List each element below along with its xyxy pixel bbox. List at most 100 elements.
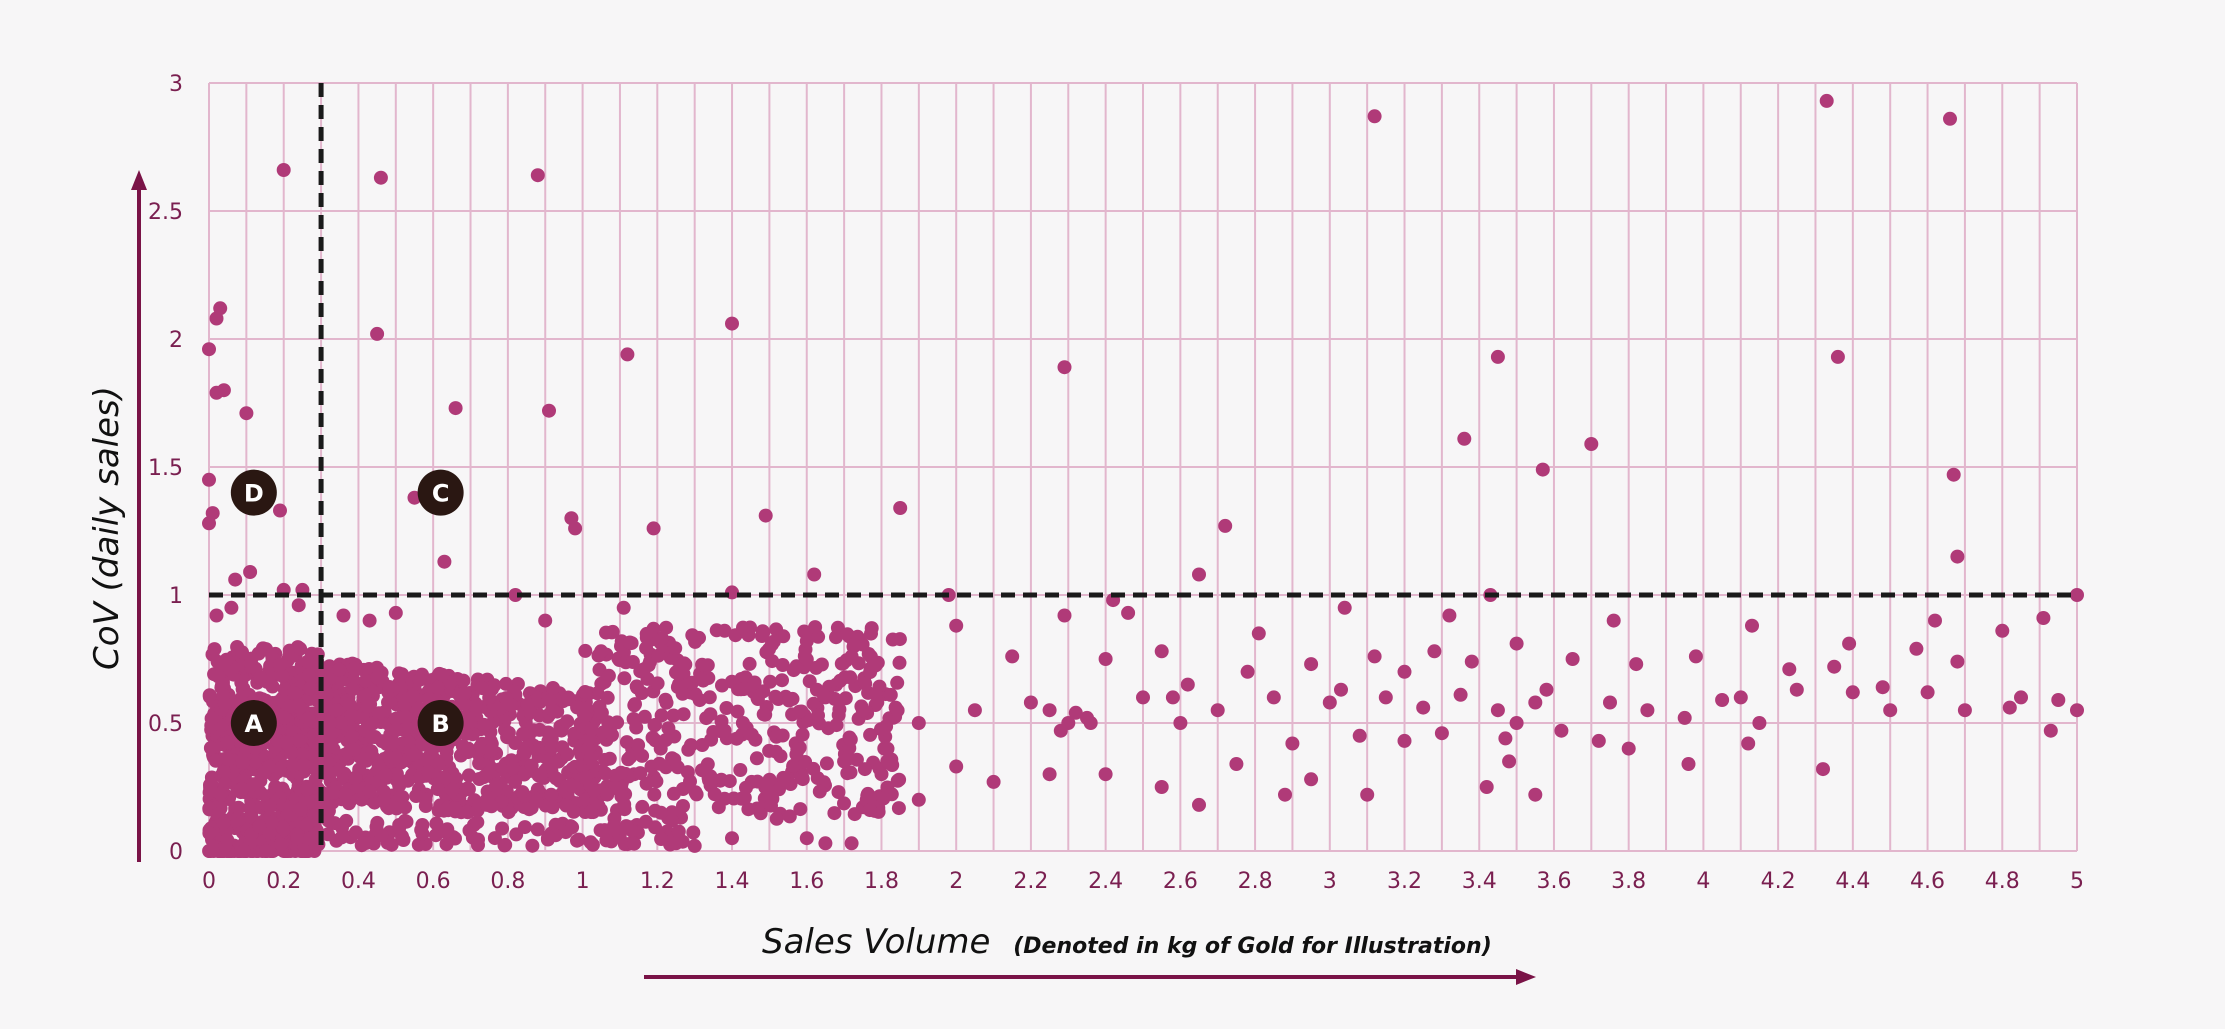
data-point xyxy=(1741,736,1756,751)
data-point xyxy=(610,715,625,730)
data-point xyxy=(619,735,634,750)
x-tick-label: 0.4 xyxy=(341,869,376,894)
data-point xyxy=(324,726,339,741)
data-point xyxy=(621,752,636,767)
data-point xyxy=(334,715,348,730)
data-point xyxy=(559,798,574,813)
data-point xyxy=(336,608,351,623)
data-point xyxy=(648,718,662,732)
data-point xyxy=(601,668,616,683)
data-point xyxy=(1584,437,1599,451)
data-point xyxy=(1173,716,1188,730)
data-point xyxy=(578,685,593,699)
data-point xyxy=(541,830,556,844)
data-point xyxy=(1875,680,1890,695)
data-point xyxy=(484,799,499,814)
data-point xyxy=(629,720,644,735)
y-tick-label: 2 xyxy=(169,328,183,353)
data-point xyxy=(376,793,391,808)
data-point xyxy=(501,726,516,740)
data-point xyxy=(911,792,926,807)
data-point xyxy=(620,347,635,362)
data-point xyxy=(344,708,359,723)
data-point xyxy=(209,608,224,623)
x-tick-label: 2 xyxy=(949,869,963,894)
data-point xyxy=(365,716,380,731)
data-point xyxy=(370,815,385,830)
data-point xyxy=(224,600,239,615)
x-tick-label: 4.6 xyxy=(1910,869,1945,894)
data-point xyxy=(578,643,593,658)
data-point xyxy=(291,598,306,613)
data-point xyxy=(733,763,748,777)
data-point xyxy=(1154,780,1169,794)
data-point xyxy=(418,799,433,813)
data-point xyxy=(843,670,858,685)
data-point xyxy=(762,642,776,657)
data-point xyxy=(1352,728,1367,743)
data-point xyxy=(1240,664,1255,679)
data-point xyxy=(272,761,287,776)
data-point xyxy=(389,767,404,781)
data-point xyxy=(286,685,301,700)
data-point xyxy=(661,721,676,736)
data-point xyxy=(342,697,357,712)
data-point xyxy=(639,626,654,641)
data-point xyxy=(202,826,217,841)
data-point xyxy=(638,814,653,829)
data-point xyxy=(776,770,791,785)
data-point xyxy=(2043,723,2058,738)
data-point xyxy=(445,782,460,797)
x-tick-label: 3.4 xyxy=(1462,869,1497,894)
data-point xyxy=(627,836,642,851)
data-point xyxy=(364,730,379,745)
x-tick-label: 1.2 xyxy=(640,869,675,894)
data-point xyxy=(707,787,722,802)
data-point xyxy=(504,698,519,713)
data-point xyxy=(1827,659,1842,674)
data-point xyxy=(1606,613,1621,628)
data-point xyxy=(461,745,476,760)
data-point xyxy=(664,813,679,828)
data-point xyxy=(477,717,491,732)
data-point xyxy=(633,766,648,781)
data-point xyxy=(295,747,310,762)
data-point xyxy=(1360,787,1375,802)
data-point xyxy=(760,782,775,796)
data-point xyxy=(487,678,502,693)
data-point xyxy=(406,747,421,762)
data-point xyxy=(370,326,385,341)
data-point xyxy=(1083,716,1098,730)
data-point xyxy=(577,708,592,723)
data-point xyxy=(629,679,644,694)
data-point xyxy=(650,676,665,691)
data-point xyxy=(1842,636,1857,651)
data-point xyxy=(262,799,277,814)
data-point xyxy=(430,782,445,797)
data-point xyxy=(689,787,704,802)
data-point xyxy=(687,838,702,853)
data-point xyxy=(530,168,545,183)
data-point xyxy=(290,831,305,846)
data-point xyxy=(1509,636,1524,651)
data-point xyxy=(517,745,532,759)
data-point xyxy=(303,681,318,696)
x-tick-label: 0.2 xyxy=(266,869,301,894)
data-point xyxy=(429,816,444,831)
data-point xyxy=(264,815,279,830)
data-point xyxy=(773,749,788,764)
data-point xyxy=(792,704,807,719)
data-point xyxy=(273,503,287,518)
data-point xyxy=(719,701,734,715)
data-point xyxy=(1782,662,1797,677)
data-point xyxy=(508,588,523,602)
data-point xyxy=(211,669,226,684)
data-point xyxy=(1920,685,1935,700)
data-point xyxy=(831,785,846,800)
data-point xyxy=(1023,695,1038,710)
data-point xyxy=(1192,567,1206,582)
data-point xyxy=(1565,652,1580,666)
data-point xyxy=(257,765,272,780)
data-point xyxy=(421,764,436,779)
data-point xyxy=(468,699,483,714)
